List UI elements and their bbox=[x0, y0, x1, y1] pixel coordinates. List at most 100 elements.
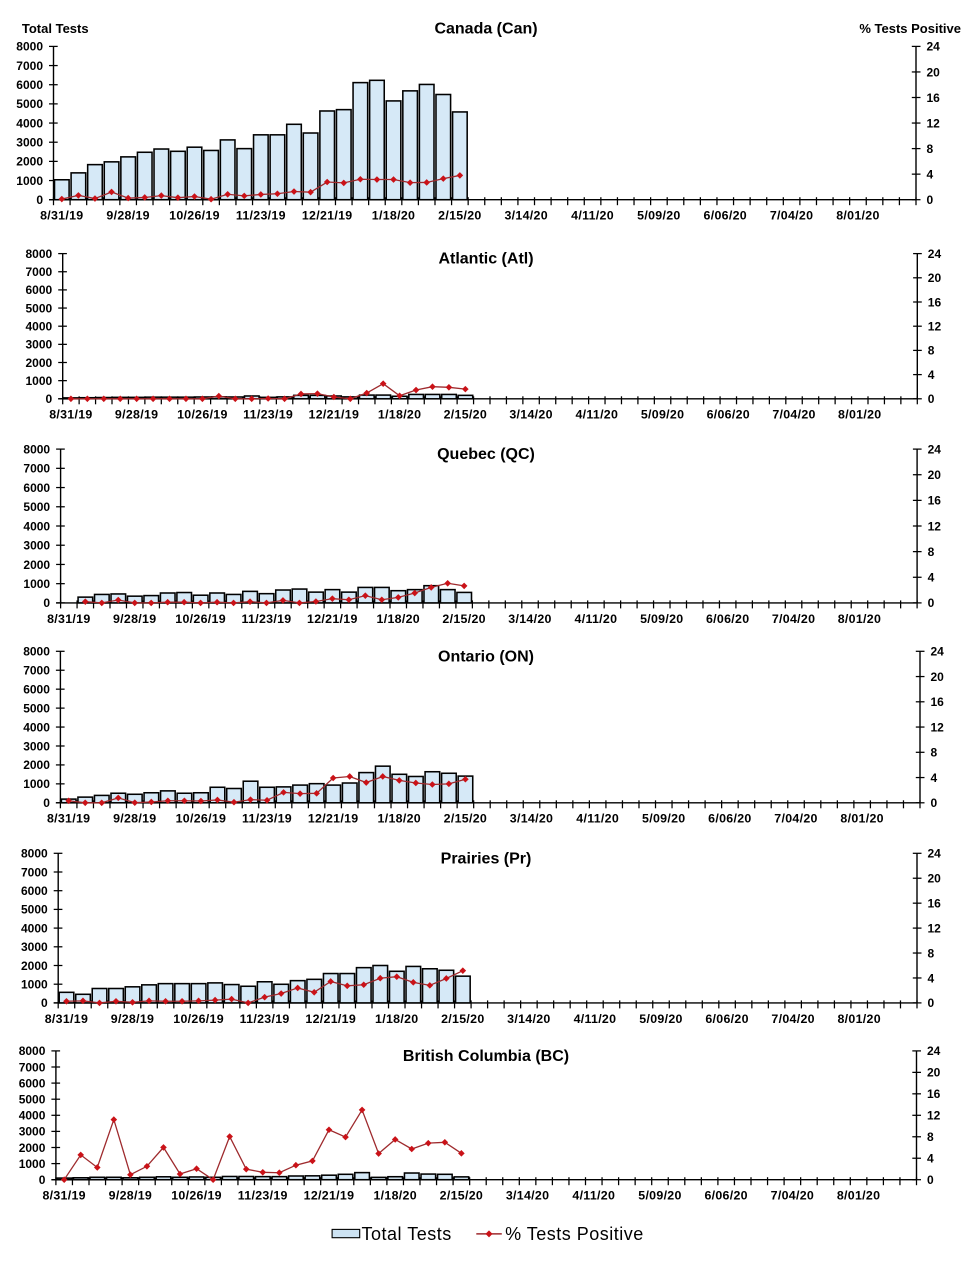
svg-text:5000: 5000 bbox=[23, 500, 50, 514]
svg-text:12/21/19: 12/21/19 bbox=[302, 209, 353, 223]
svg-text:1/18/20: 1/18/20 bbox=[378, 812, 421, 826]
svg-text:8/31/19: 8/31/19 bbox=[49, 408, 92, 422]
svg-text:1/18/20: 1/18/20 bbox=[377, 612, 420, 626]
svg-text:9/28/19: 9/28/19 bbox=[113, 812, 156, 826]
svg-text:16: 16 bbox=[927, 1087, 941, 1101]
svg-text:9/28/19: 9/28/19 bbox=[106, 209, 149, 223]
svg-text:11/23/19: 11/23/19 bbox=[238, 1189, 288, 1203]
svg-text:0: 0 bbox=[927, 1173, 934, 1187]
svg-text:8/01/20: 8/01/20 bbox=[840, 812, 883, 826]
svg-text:3/14/20: 3/14/20 bbox=[504, 209, 547, 223]
svg-text:8/01/20: 8/01/20 bbox=[837, 1189, 880, 1203]
svg-text:7000: 7000 bbox=[23, 664, 50, 678]
svg-text:2/15/20: 2/15/20 bbox=[444, 812, 487, 826]
svg-text:5/09/20: 5/09/20 bbox=[639, 1012, 682, 1026]
svg-text:Canada (Can): Canada (Can) bbox=[434, 20, 537, 37]
svg-text:16: 16 bbox=[928, 295, 942, 309]
svg-text:20: 20 bbox=[931, 670, 945, 684]
svg-text:8/31/19: 8/31/19 bbox=[47, 812, 90, 826]
svg-text:8: 8 bbox=[927, 1130, 934, 1144]
svg-text:12: 12 bbox=[927, 116, 941, 130]
svg-text:20: 20 bbox=[928, 872, 942, 886]
svg-text:2000: 2000 bbox=[23, 758, 50, 772]
svg-text:4: 4 bbox=[927, 167, 934, 181]
svg-text:8: 8 bbox=[931, 746, 938, 760]
svg-text:3000: 3000 bbox=[25, 338, 52, 352]
svg-text:7000: 7000 bbox=[19, 1060, 46, 1074]
svg-text:24: 24 bbox=[927, 1044, 941, 1058]
svg-text:12: 12 bbox=[931, 720, 945, 734]
svg-text:11/23/19: 11/23/19 bbox=[242, 612, 292, 626]
svg-text:7/04/20: 7/04/20 bbox=[771, 1189, 814, 1203]
svg-text:6000: 6000 bbox=[25, 283, 52, 297]
svg-text:0: 0 bbox=[927, 193, 934, 207]
svg-text:1/18/20: 1/18/20 bbox=[373, 1189, 416, 1203]
svg-text:2000: 2000 bbox=[23, 558, 50, 572]
svg-text:1000: 1000 bbox=[16, 174, 43, 188]
svg-text:1/18/20: 1/18/20 bbox=[372, 209, 415, 223]
svg-text:6000: 6000 bbox=[23, 481, 50, 495]
svg-text:8000: 8000 bbox=[25, 247, 52, 261]
svg-text:4: 4 bbox=[928, 971, 935, 985]
svg-text:8000: 8000 bbox=[21, 847, 48, 861]
svg-text:0: 0 bbox=[928, 392, 935, 406]
svg-text:4000: 4000 bbox=[25, 320, 52, 334]
svg-text:8000: 8000 bbox=[23, 442, 50, 456]
svg-text:12: 12 bbox=[928, 519, 942, 533]
svg-text:8: 8 bbox=[928, 344, 935, 358]
svg-text:Quebec (QC): Quebec (QC) bbox=[437, 446, 535, 463]
svg-text:5000: 5000 bbox=[16, 97, 43, 111]
svg-text:8/01/20: 8/01/20 bbox=[838, 408, 881, 422]
svg-text:6000: 6000 bbox=[16, 78, 43, 92]
svg-text:20: 20 bbox=[927, 65, 941, 79]
svg-text:8/31/19: 8/31/19 bbox=[47, 612, 90, 626]
svg-text:1000: 1000 bbox=[21, 978, 48, 992]
svg-text:12/21/19: 12/21/19 bbox=[307, 612, 358, 626]
svg-text:4: 4 bbox=[931, 771, 938, 785]
svg-text:4/11/20: 4/11/20 bbox=[575, 612, 618, 626]
svg-text:4: 4 bbox=[928, 571, 935, 585]
svg-text:7000: 7000 bbox=[16, 59, 43, 73]
svg-text:4/11/20: 4/11/20 bbox=[574, 1012, 617, 1026]
svg-text:5/09/20: 5/09/20 bbox=[641, 408, 684, 422]
svg-text:5000: 5000 bbox=[19, 1093, 46, 1107]
svg-text:9/28/19: 9/28/19 bbox=[115, 408, 158, 422]
svg-text:3000: 3000 bbox=[19, 1125, 46, 1139]
svg-text:8/31/19: 8/31/19 bbox=[40, 209, 83, 223]
svg-text:0: 0 bbox=[36, 193, 43, 207]
svg-text:5/09/20: 5/09/20 bbox=[642, 812, 685, 826]
svg-text:11/23/19: 11/23/19 bbox=[240, 1012, 290, 1026]
svg-text:8/01/20: 8/01/20 bbox=[837, 1012, 880, 1026]
svg-text:2/15/20: 2/15/20 bbox=[438, 209, 481, 223]
svg-text:11/23/19: 11/23/19 bbox=[236, 209, 286, 223]
svg-text:8/01/20: 8/01/20 bbox=[838, 612, 881, 626]
svg-text:4: 4 bbox=[927, 1152, 934, 1166]
svg-text:7000: 7000 bbox=[25, 265, 52, 279]
svg-text:4000: 4000 bbox=[19, 1109, 46, 1123]
svg-text:5/09/20: 5/09/20 bbox=[640, 612, 683, 626]
svg-text:Total Tests: Total Tests bbox=[362, 1224, 452, 1244]
svg-text:5/09/20: 5/09/20 bbox=[638, 1189, 681, 1203]
svg-text:20: 20 bbox=[928, 271, 942, 285]
svg-text:10/26/19: 10/26/19 bbox=[176, 812, 227, 826]
svg-text:3/14/20: 3/14/20 bbox=[507, 1012, 550, 1026]
svg-text:7/04/20: 7/04/20 bbox=[772, 408, 815, 422]
svg-text:9/28/19: 9/28/19 bbox=[111, 1012, 154, 1026]
svg-text:0: 0 bbox=[928, 996, 935, 1010]
svg-text:6000: 6000 bbox=[19, 1076, 46, 1090]
svg-text:British Columbia (BC): British Columbia (BC) bbox=[403, 1048, 569, 1065]
svg-text:3/14/20: 3/14/20 bbox=[509, 408, 552, 422]
svg-text:6/06/20: 6/06/20 bbox=[704, 1189, 747, 1203]
svg-text:10/26/19: 10/26/19 bbox=[175, 612, 226, 626]
svg-text:7/04/20: 7/04/20 bbox=[774, 812, 817, 826]
svg-text:2000: 2000 bbox=[21, 959, 48, 973]
svg-text:4000: 4000 bbox=[21, 921, 48, 935]
svg-text:6/06/20: 6/06/20 bbox=[708, 812, 751, 826]
svg-text:1/18/20: 1/18/20 bbox=[378, 408, 421, 422]
svg-text:6/06/20: 6/06/20 bbox=[704, 209, 747, 223]
svg-text:6000: 6000 bbox=[23, 682, 50, 696]
svg-text:12/21/19: 12/21/19 bbox=[305, 1012, 356, 1026]
svg-text:4/11/20: 4/11/20 bbox=[576, 812, 619, 826]
svg-text:3000: 3000 bbox=[16, 136, 43, 150]
svg-text:0: 0 bbox=[46, 392, 53, 406]
